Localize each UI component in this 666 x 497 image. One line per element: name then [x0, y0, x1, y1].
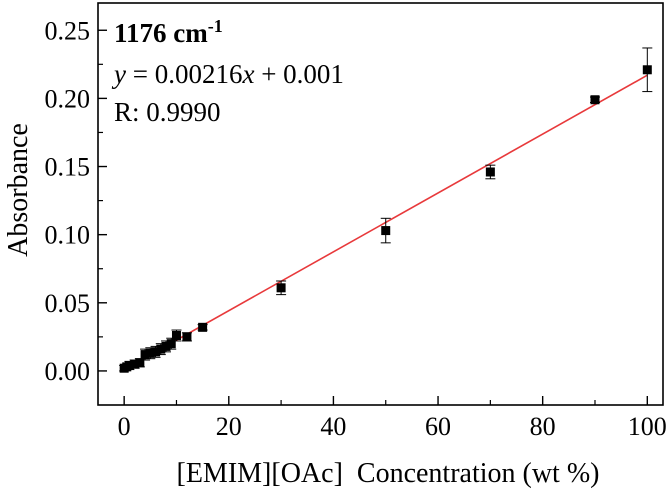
data-point	[276, 283, 286, 293]
annotation-equation: y = 0.00216x + 0.001	[111, 59, 344, 89]
y-tick-label: 0.10	[45, 221, 91, 250]
data-point	[140, 350, 150, 360]
y-tick-label: 0.25	[45, 16, 91, 45]
y-tick-label: 0.15	[45, 153, 91, 182]
data-point	[485, 167, 495, 177]
plot-frame	[97, 2, 664, 406]
y-tick-label: 0.20	[45, 84, 91, 113]
annotation-r-value: R: 0.9990	[114, 97, 221, 127]
y-axis-ticks: 0.00 0.05 0.10 0.15 0.20 0.25	[45, 16, 107, 386]
data-point	[590, 95, 600, 105]
data-points	[119, 65, 652, 373]
x-tick-label: 40	[320, 412, 346, 441]
data-point	[145, 348, 155, 358]
y-tick-label: 0.00	[45, 357, 91, 386]
y-axis-label: Absorbance	[3, 123, 34, 257]
data-point	[124, 360, 134, 370]
x-tick-label: 20	[216, 412, 242, 441]
data-point	[166, 339, 176, 349]
data-point	[156, 344, 166, 354]
data-point	[161, 341, 171, 351]
x-tick-label: 100	[628, 412, 666, 441]
data-point	[381, 226, 391, 236]
data-point	[151, 347, 161, 357]
x-axis-ticks: 0 20 40 60 80 100	[118, 396, 666, 441]
data-point	[642, 65, 652, 75]
data-point	[182, 332, 192, 342]
data-point	[171, 331, 181, 341]
x-tick-label: 60	[425, 412, 451, 441]
data-point	[135, 358, 145, 368]
x-axis-label: [EMIM][OAc] Concentration (wt %)	[177, 458, 600, 489]
data-point	[130, 359, 140, 369]
data-point	[198, 322, 208, 332]
y-tick-label: 0.05	[45, 289, 91, 318]
x-tick-label: 0	[118, 412, 131, 441]
annotation-wavenumber: 1176 cm-1	[114, 16, 223, 48]
x-tick-label: 80	[530, 412, 556, 441]
